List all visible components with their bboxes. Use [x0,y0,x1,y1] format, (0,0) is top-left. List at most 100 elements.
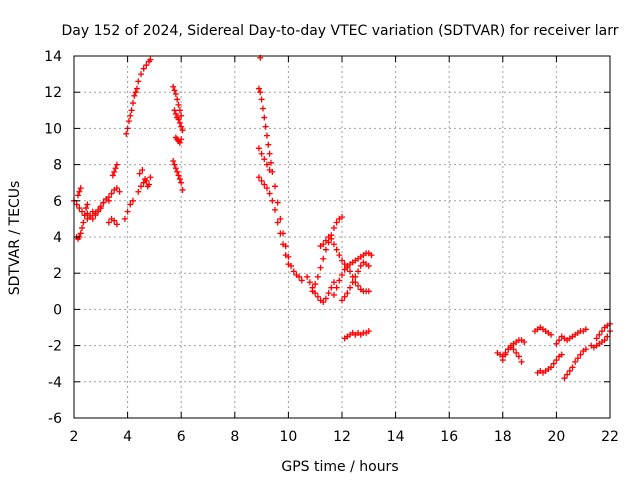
data-point [178,136,185,143]
x-tick-label: 20 [547,429,565,445]
data-point [558,351,565,358]
data-point [325,290,332,297]
grid [74,56,610,418]
data-point [179,186,186,193]
data-point [572,358,579,365]
data-point [171,87,178,94]
data-point [143,62,150,69]
data-point [138,183,144,190]
series-arc32 [561,346,589,382]
series-arc8 [123,107,135,137]
series-arc31 [553,326,589,347]
x-tick-label: 22 [601,429,619,445]
data-point [255,145,262,152]
series-arc19 [255,174,292,268]
data-point [272,206,278,213]
data-point [518,358,525,365]
data-point [347,268,354,275]
data-point [515,353,522,360]
data-point [320,255,327,262]
data-point [328,284,335,291]
data-point [365,328,372,335]
data-point [174,168,181,175]
data-point [339,272,345,279]
data-point [330,241,337,248]
x-tick-label: 8 [230,429,239,445]
x-tick-label: 16 [440,429,458,445]
series-arc30 [534,351,565,376]
data-point [261,156,268,163]
series-arc33 [588,328,613,351]
data-point [113,185,120,192]
data-point [333,246,340,253]
data-point [312,281,319,288]
series-arc6 [109,161,120,179]
y-tick-label: 6 [53,194,62,210]
data-point [258,177,265,184]
y-tick-label: 12 [44,85,62,101]
data-point [282,252,289,259]
data-point [269,197,276,204]
x-tick-label: 14 [387,429,405,445]
data-point [263,185,270,192]
data-point [344,264,351,271]
data-point [298,277,305,284]
data-point [272,183,278,190]
data-point [574,355,581,362]
y-tick-label: -6 [48,411,62,427]
y-tick-label: 0 [53,302,62,318]
data-point [87,212,94,219]
data-point [123,130,130,137]
data-point [111,217,118,224]
series-arc26 [341,328,372,342]
data-point [577,351,584,358]
data-point [112,165,119,172]
data-point [136,170,143,177]
data-point [127,201,134,208]
data-point [176,119,183,126]
data-point [322,295,329,302]
data-point [83,205,90,212]
data-point [76,188,83,195]
data-point [77,230,84,237]
series-arc5 [105,215,120,228]
data-point [314,293,321,300]
data-point [135,78,142,85]
data-point [582,326,589,333]
data-point [124,208,131,215]
data-point [320,299,327,306]
data-point [79,208,86,215]
data-point [77,185,84,192]
data-point [175,172,182,179]
series-arc20 [255,145,273,174]
data-point [73,201,80,208]
data-point [109,172,116,179]
data-point [365,288,372,295]
data-point [76,205,83,212]
y-tick-label: 8 [53,158,62,174]
data-point [601,337,608,344]
data-point [100,199,107,206]
data-point [170,83,177,90]
data-point [142,176,149,183]
data-point [333,284,340,291]
series-arc28 [499,337,528,364]
data-point [306,279,313,286]
data-point [105,197,112,204]
data-point [75,192,82,199]
x-tick-label: 2 [70,429,79,445]
data-point [349,279,356,286]
data-point [277,230,284,237]
data-point [596,331,603,338]
data-point [95,206,102,213]
series-arc12 [136,167,151,190]
series-arc9 [129,85,140,107]
data-point [89,215,96,222]
data-point [502,351,509,358]
data-point [347,284,354,291]
series-arc3 [84,195,112,222]
series-arc22 [309,214,345,295]
y-tick-label: -4 [48,375,62,391]
data-point [113,221,120,228]
